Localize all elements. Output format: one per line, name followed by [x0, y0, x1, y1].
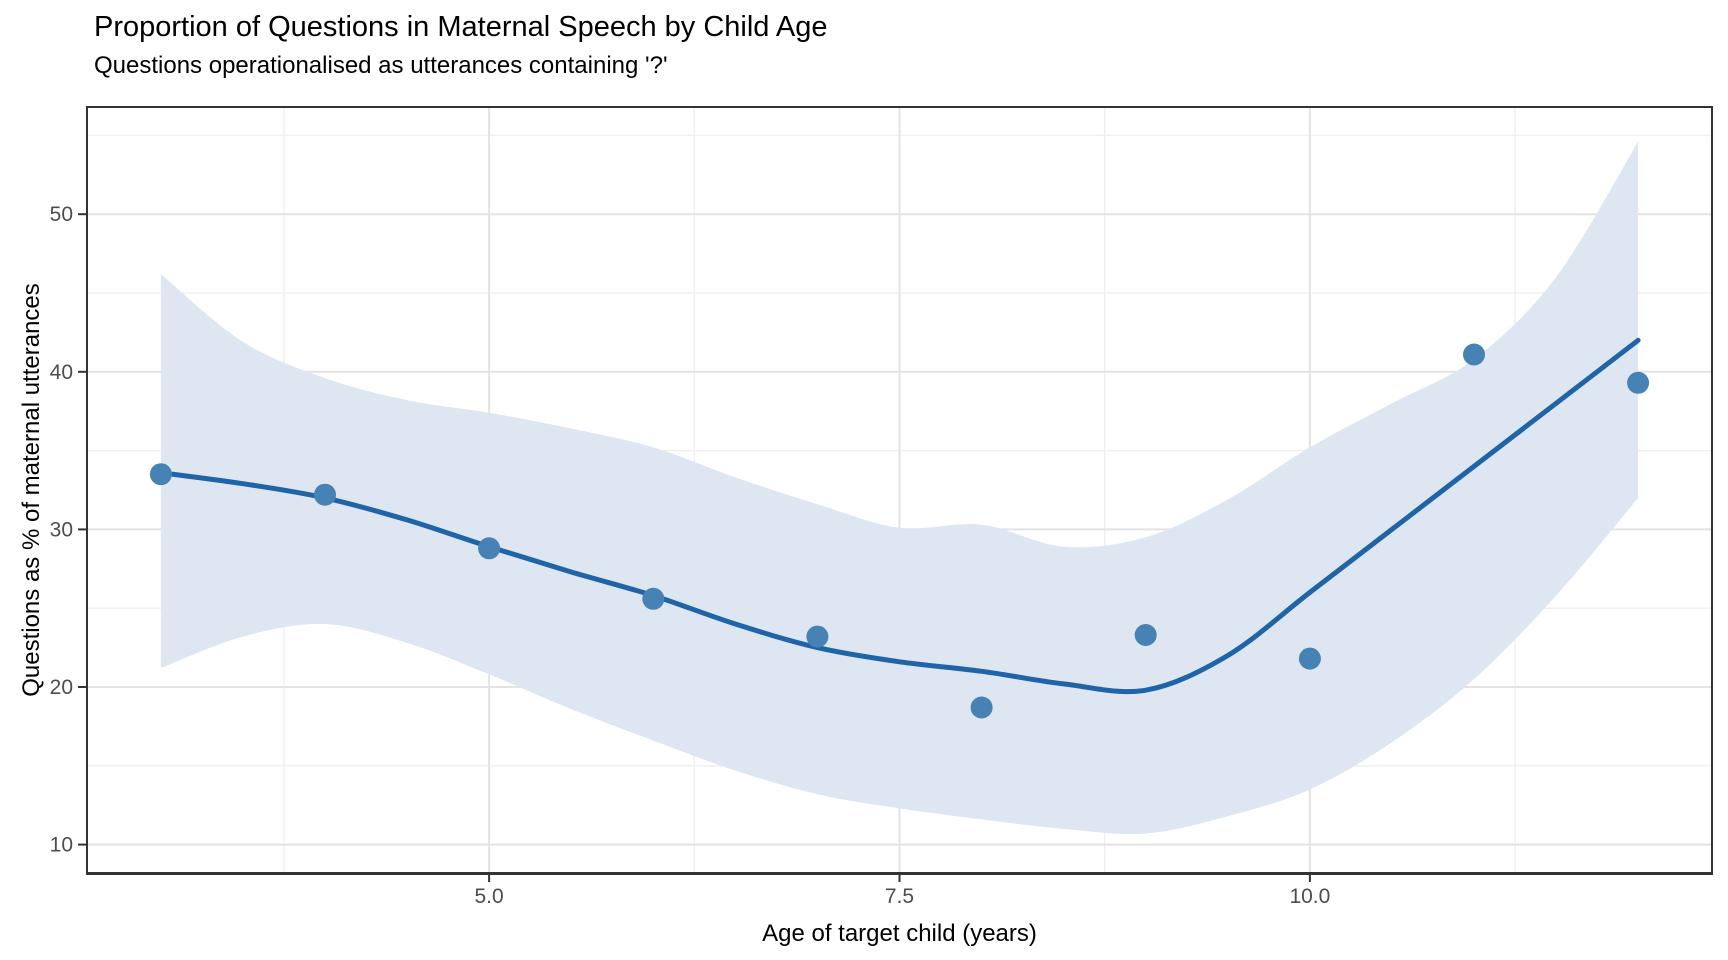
- y-tick-label: 30: [50, 518, 73, 541]
- data-point: [149, 463, 172, 486]
- data-point: [314, 483, 336, 506]
- chart-title: Proportion of Questions in Maternal Spee…: [94, 11, 828, 43]
- data-point: [1627, 371, 1650, 394]
- y-tick-label: 40: [50, 361, 73, 384]
- trend-line: [158, 337, 1641, 695]
- chart-subtitle: Questions operationalised as utterances …: [94, 52, 668, 79]
- data-point: [1298, 647, 1321, 670]
- data-point: [478, 537, 501, 560]
- x-axis-title: Age of target child (years): [762, 920, 1037, 947]
- x-tick-label: 5.0: [474, 885, 503, 908]
- y-tick-label: 20: [50, 676, 73, 699]
- y-axis-title: Questions as % of maternal utterances: [18, 283, 45, 697]
- confidence-ribbon: [160, 141, 1639, 835]
- x-tick-label: 10.0: [1289, 885, 1330, 908]
- x-tick-label: 7.5: [885, 885, 914, 908]
- y-tick-label: 10: [50, 834, 73, 857]
- data-point: [1463, 343, 1485, 366]
- y-tick-label: 50: [50, 203, 73, 226]
- data-point: [806, 625, 829, 648]
- data-point: [642, 587, 665, 610]
- data-point: [970, 696, 993, 719]
- data-point: [1134, 624, 1157, 646]
